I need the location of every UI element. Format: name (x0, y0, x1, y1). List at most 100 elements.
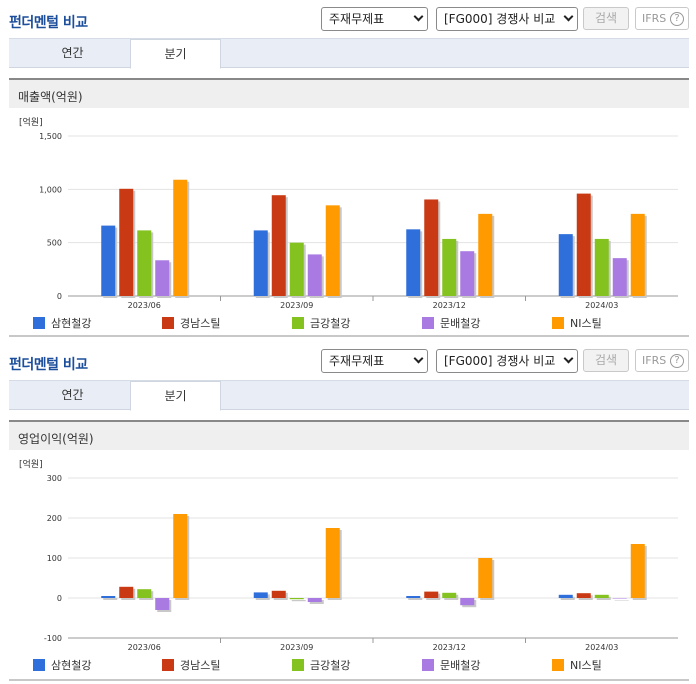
chart-title: 매출액(억원) (18, 90, 83, 104)
x-tick-label: 2024/03 (585, 643, 618, 650)
statement-type-select[interactable]: 주재무제표 (321, 349, 428, 373)
legend-item[interactable]: 경남스틸 (162, 315, 220, 331)
operating-profit-chart-svg: [억원] -100 0 100 200 300 2023/06 2023/09 2023/12 2… (19, 458, 678, 650)
bar-shadow (560, 596, 575, 600)
bar-NI스틸-2023/06 (173, 179, 188, 296)
panel-operating-profit: 펀더멘털 비교 주재무제표 [FG000] 경쟁사 비교 검색 IFRS ? 연… (0, 342, 696, 684)
bar-경남스틸-2024/03 (576, 593, 591, 598)
legend-item[interactable]: 삼현철강 (33, 657, 91, 673)
statement-type-select[interactable]: 주재무제표 (321, 7, 428, 31)
x-tick-label: 2024/03 (585, 301, 618, 308)
comparison-select[interactable]: [FG000] 경쟁사 비교 (436, 349, 578, 373)
bar-금강철강-2024/03 (594, 238, 609, 296)
legend-item[interactable]: 문배철강 (422, 657, 480, 673)
legend-swatch (162, 659, 174, 671)
tab-annual[interactable]: 연간 (61, 46, 84, 60)
bar-금강철강-2023/12 (442, 238, 457, 296)
legend-item[interactable]: 문배철강 (422, 315, 480, 331)
bar-NI스틸-2023/09 (325, 528, 340, 598)
legend-item[interactable]: 금강철강 (292, 657, 350, 673)
search-button[interactable]: 검색 (583, 349, 629, 372)
bar-shadow (596, 596, 611, 600)
bar-문배철강-2023/09 (307, 254, 322, 296)
bar-NI스틸-2024/03 (630, 544, 645, 598)
y-tick-label: 500 (47, 239, 62, 248)
bar-shadow (103, 598, 118, 600)
y-tick-label: 100 (47, 554, 62, 563)
y-tick-label: 1,000 (39, 185, 62, 194)
legend-label: 금강철강 (310, 659, 351, 672)
y-tick-label: 1,500 (39, 132, 62, 141)
bar-삼현철강-2023/06 (101, 596, 116, 598)
legend-label: NI스틸 (570, 659, 602, 672)
y-tick-label: 0 (57, 594, 62, 603)
bar-금강철강-2024/03 (594, 594, 609, 598)
bar-NI스틸-2023/06 (173, 514, 188, 598)
legend-label: 문배철강 (440, 317, 481, 330)
comparison-select[interactable]: [FG000] 경쟁사 비교 (436, 7, 578, 31)
bar-문배철강-2023/12 (460, 251, 475, 296)
x-tick-label: 2023/12 (433, 301, 466, 308)
x-tick-label: 2023/09 (280, 301, 313, 308)
chart-title: 영업이익(억원) (18, 432, 94, 446)
chart-legend: 삼현철강 경남스틸 금강철강 문배철강 NI스틸 (9, 653, 689, 675)
legend-swatch (422, 659, 434, 671)
bar-금강철강-2023/09 (289, 598, 304, 600)
bar-경남스틸-2023/12 (424, 199, 439, 296)
legend-item[interactable]: 삼현철강 (33, 315, 91, 331)
bar-경남스틸-2023/09 (271, 195, 286, 296)
bar-문배철강-2023/09 (307, 598, 322, 602)
legend-item[interactable]: 금강철강 (292, 315, 350, 331)
legend-swatch (552, 659, 564, 671)
legend-item[interactable]: NI스틸 (552, 657, 602, 673)
ifrs-label: IFRS (642, 12, 667, 25)
legend-swatch (33, 659, 45, 671)
bar-경남스틸-2024/03 (576, 193, 591, 296)
x-tick-label: 2023/09 (280, 643, 313, 650)
tab-quarterly[interactable]: 분기 (130, 39, 221, 69)
bar-경남스틸-2023/06 (119, 586, 134, 598)
page-title: 펀더멘털 비교 (9, 15, 88, 31)
bar-경남스틸-2023/06 (119, 188, 134, 296)
bar-삼현철강-2024/03 (558, 234, 573, 296)
legend-swatch (292, 659, 304, 671)
revenue-chart: [억원] 0 500 1,000 1,500 2023/06 2023/09 2023/12 2… (9, 108, 689, 337)
bar-NI스틸-2023/12 (478, 213, 493, 296)
bar-문배철강-2023/06 (155, 598, 170, 610)
bar-shadow (408, 598, 423, 600)
tab-quarterly[interactable]: 분기 (130, 381, 221, 411)
unit-label: [억원] (19, 116, 43, 128)
select-value: [FG000] 경쟁사 비교 (444, 354, 556, 368)
bar-NI스틸-2023/12 (478, 558, 493, 598)
bar-NI스틸-2024/03 (630, 213, 645, 296)
chevron-down-icon (563, 353, 574, 364)
bar-shadow (291, 600, 306, 602)
ifrs-button[interactable]: IFRS ? (635, 7, 689, 30)
bar-삼현철강-2023/12 (406, 229, 421, 296)
select-value: [FG000] 경쟁사 비교 (444, 12, 556, 26)
unit-label: [억원] (19, 458, 43, 470)
bar-문배철강-2023/06 (155, 260, 170, 296)
chart-legend: 삼현철강 경남스틸 금강철강 문배철강 NI스틸 (9, 311, 689, 333)
legend-item[interactable]: 경남스틸 (162, 657, 220, 673)
bar-문배철강-2024/03 (612, 598, 627, 599)
search-button[interactable]: 검색 (583, 7, 629, 30)
bar-금강철강-2023/12 (442, 592, 457, 598)
bar-문배철강-2023/12 (460, 598, 475, 606)
ifrs-button[interactable]: IFRS ? (635, 349, 689, 372)
legend-swatch (552, 317, 564, 329)
panel-revenue: 펀더멘털 비교 주재무제표 [FG000] 경쟁사 비교 검색 IFRS ? 연… (0, 0, 696, 340)
legend-label: 경남스틸 (180, 659, 221, 672)
bar-금강철강-2023/09 (289, 242, 304, 296)
bar-삼현철강-2023/12 (406, 596, 421, 598)
tab-annual[interactable]: 연간 (61, 388, 84, 402)
legend-label: 삼현철강 (51, 659, 92, 672)
y-tick-label: -100 (44, 634, 62, 643)
bar-금강철강-2023/06 (137, 230, 152, 296)
bar-삼현철강-2024/03 (558, 594, 573, 598)
chart-title-bar: 매출액(억원) (9, 78, 689, 108)
bar-삼현철강-2023/09 (253, 230, 268, 296)
bar-경남스틸-2023/09 (271, 590, 286, 598)
bar-삼현철강-2023/06 (101, 225, 116, 296)
legend-item[interactable]: NI스틸 (552, 315, 602, 331)
